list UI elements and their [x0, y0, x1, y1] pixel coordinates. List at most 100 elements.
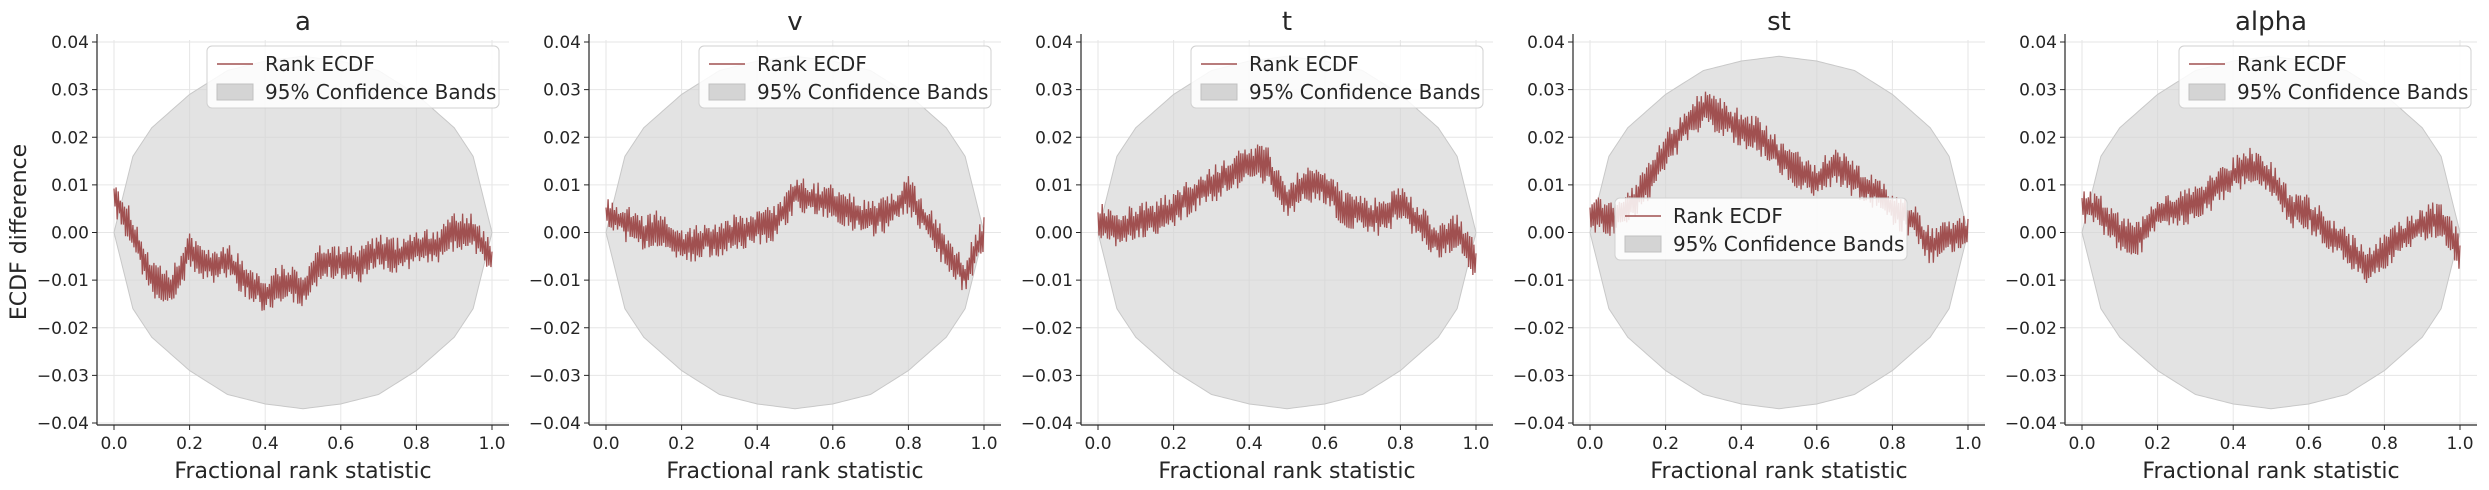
y-tick-label: −0.02	[529, 319, 581, 339]
y-tick-label: 0.02	[2019, 128, 2057, 148]
x-tick-label: 0.6	[819, 434, 846, 454]
rank-ecdf-line	[1097, 144, 1477, 276]
y-tick-label: −0.04	[1513, 414, 1565, 434]
x-axis-label: Fractional rank statistic	[2142, 459, 2399, 484]
panel-alpha: −0.04 −0.03 −0.02 −0.01 0.00 0.01 0.02 0.03 0.04…	[2005, 7, 2477, 484]
legend-label-rank-ecdf: Rank ECDF	[2237, 52, 2347, 76]
legend-band-swatch	[1200, 83, 1238, 101]
legend-band-swatch	[708, 83, 746, 101]
rank-ecdf-line	[605, 176, 985, 291]
x-tick-label: 0.4	[1728, 434, 1755, 454]
x-tick-label: 0.4	[1236, 434, 1263, 454]
y-tick-label: 0.04	[1035, 33, 1073, 53]
x-tick-label: 0.4	[744, 434, 771, 454]
x-tick-label: 0.8	[1387, 434, 1414, 454]
y-tick-label: −0.01	[1021, 271, 1073, 291]
y-tick-label: −0.03	[37, 366, 89, 386]
x-tick-label: 0.2	[1160, 434, 1187, 454]
y-tick-label: 0.00	[1035, 224, 1073, 244]
y-tick-label: −0.04	[1021, 414, 1073, 434]
legend-label-rank-ecdf: Rank ECDF	[1673, 204, 1783, 228]
legend: Rank ECDF 95% Confidence Bands	[2178, 45, 2472, 109]
x-tick-label: 0.8	[2371, 434, 2398, 454]
y-tick-label: 0.02	[543, 128, 581, 148]
legend-label-rank-ecdf: Rank ECDF	[757, 52, 867, 76]
y-tick-label: 0.02	[1527, 128, 1565, 148]
x-tick-label: 0.8	[895, 434, 922, 454]
y-tick-label: −0.04	[37, 414, 89, 434]
legend-label-confidence-bands: 95% Confidence Bands	[757, 80, 988, 104]
legend: Rank ECDF 95% Confidence Bands	[206, 45, 500, 109]
y-tick-label: −0.02	[2005, 319, 2057, 339]
x-tick-label: 1.0	[1954, 434, 1981, 454]
x-tick-label: 0.6	[1803, 434, 1830, 454]
legend-label-rank-ecdf: Rank ECDF	[265, 52, 375, 76]
y-tick-label: 0.03	[51, 81, 89, 101]
figure-ylabel: ECDF difference	[7, 144, 32, 320]
x-tick-label: 0.6	[327, 434, 354, 454]
x-tick-label: 0.8	[1879, 434, 1906, 454]
panel-title: alpha	[2235, 7, 2307, 37]
y-tick-label: −0.02	[1021, 319, 1073, 339]
confidence-band	[113, 55, 493, 410]
x-axis-label: Fractional rank statistic	[1158, 459, 1415, 484]
legend: Rank ECDF 95% Confidence Bands	[1614, 197, 1908, 261]
y-tick-label: 0.00	[1527, 224, 1565, 244]
legend-label-confidence-bands: 95% Confidence Bands	[265, 80, 496, 104]
x-tick-label: 0.2	[2144, 434, 2171, 454]
y-tick-label: 0.00	[2019, 224, 2057, 244]
y-tick-label: 0.00	[51, 224, 89, 244]
x-tick-label: 1.0	[2446, 434, 2473, 454]
y-tick-label: −0.01	[37, 271, 89, 291]
x-tick-label: 0.4	[2220, 434, 2247, 454]
rank-ecdf-line	[113, 187, 493, 311]
x-tick-label: 0.0	[1576, 434, 1603, 454]
y-tick-label: 0.03	[1035, 81, 1073, 101]
y-tick-label: 0.04	[1527, 33, 1565, 53]
legend-label-confidence-bands: 95% Confidence Bands	[2237, 80, 2468, 104]
x-tick-label: 0.2	[668, 434, 695, 454]
legend-label-rank-ecdf: Rank ECDF	[1249, 52, 1359, 76]
x-tick-label: 1.0	[970, 434, 997, 454]
legend-box	[1614, 197, 1908, 261]
y-tick-label: −0.03	[1513, 366, 1565, 386]
y-tick-label: −0.04	[529, 414, 581, 434]
x-axis-label: Fractional rank statistic	[1650, 459, 1907, 484]
x-tick-label: 0.4	[252, 434, 279, 454]
y-tick-label: 0.02	[51, 128, 89, 148]
panel-title: a	[295, 7, 311, 37]
legend-label-confidence-bands: 95% Confidence Bands	[1673, 232, 1904, 256]
x-tick-label: 1.0	[478, 434, 505, 454]
y-tick-label: 0.01	[1527, 176, 1565, 196]
y-tick-label: 0.01	[51, 176, 89, 196]
x-tick-label: 0.0	[1084, 434, 1111, 454]
x-tick-label: 1.0	[1462, 434, 1489, 454]
x-tick-label: 0.6	[1311, 434, 1338, 454]
x-axis-label: Fractional rank statistic	[666, 459, 923, 484]
legend-box	[2178, 45, 2472, 109]
legend: Rank ECDF 95% Confidence Bands	[698, 45, 992, 109]
rank-ecdf-line	[2081, 147, 2461, 284]
x-tick-label: 0.8	[403, 434, 430, 454]
legend-box	[698, 45, 992, 109]
legend-box	[1190, 45, 1484, 109]
y-tick-label: −0.02	[37, 319, 89, 339]
panel-title: v	[787, 7, 802, 37]
y-tick-label: 0.03	[1527, 81, 1565, 101]
x-tick-label: 0.0	[100, 434, 127, 454]
legend-band-swatch	[2188, 83, 2226, 101]
y-tick-label: 0.01	[1035, 176, 1073, 196]
y-tick-label: 0.02	[1035, 128, 1073, 148]
legend-band-swatch	[1624, 235, 1662, 253]
panel-title: st	[1767, 7, 1791, 37]
y-tick-label: 0.03	[2019, 81, 2057, 101]
panel-title: t	[1282, 7, 1292, 37]
legend-band-swatch	[216, 83, 254, 101]
x-tick-label: 0.0	[2068, 434, 2095, 454]
panel-st: −0.04 −0.03 −0.02 −0.01 0.00 0.01 0.02 0.03 0.04…	[1513, 7, 1985, 484]
y-tick-label: 0.04	[51, 33, 89, 53]
y-tick-label: 0.01	[543, 176, 581, 196]
panel-t: −0.04 −0.03 −0.02 −0.01 0.00 0.01 0.02 0.03 0.04…	[1021, 7, 1493, 484]
confidence-band	[1097, 55, 1477, 410]
